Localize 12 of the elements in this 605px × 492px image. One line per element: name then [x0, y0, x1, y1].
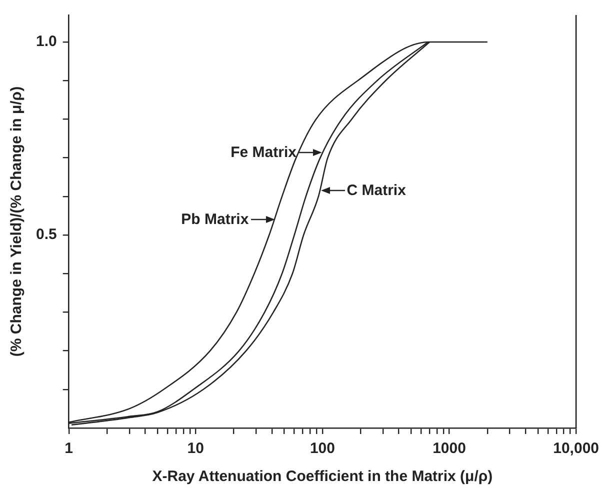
annotation: Fe Matrix [230, 144, 296, 161]
y-tick-label: 1.0 [36, 33, 57, 50]
y-axis-title: (% Change in Yield)/(% Change in μ/ρ) [8, 86, 26, 357]
x-tick-label: 10,000 [553, 440, 600, 458]
annotation: C Matrix [346, 182, 406, 200]
x-tick-label: 1000 [432, 440, 466, 458]
y-tick-label: 0.5 [36, 226, 57, 244]
x-axis-title: X-Ray Attenuation Coefficient in the Matrix (μ/ρ) [152, 468, 493, 486]
x-tick-label: 10 [187, 440, 204, 458]
x-tick-label: 1 [64, 440, 74, 458]
annotation: Pb Matrix [181, 211, 249, 228]
x-tick-label: 100 [310, 440, 335, 458]
